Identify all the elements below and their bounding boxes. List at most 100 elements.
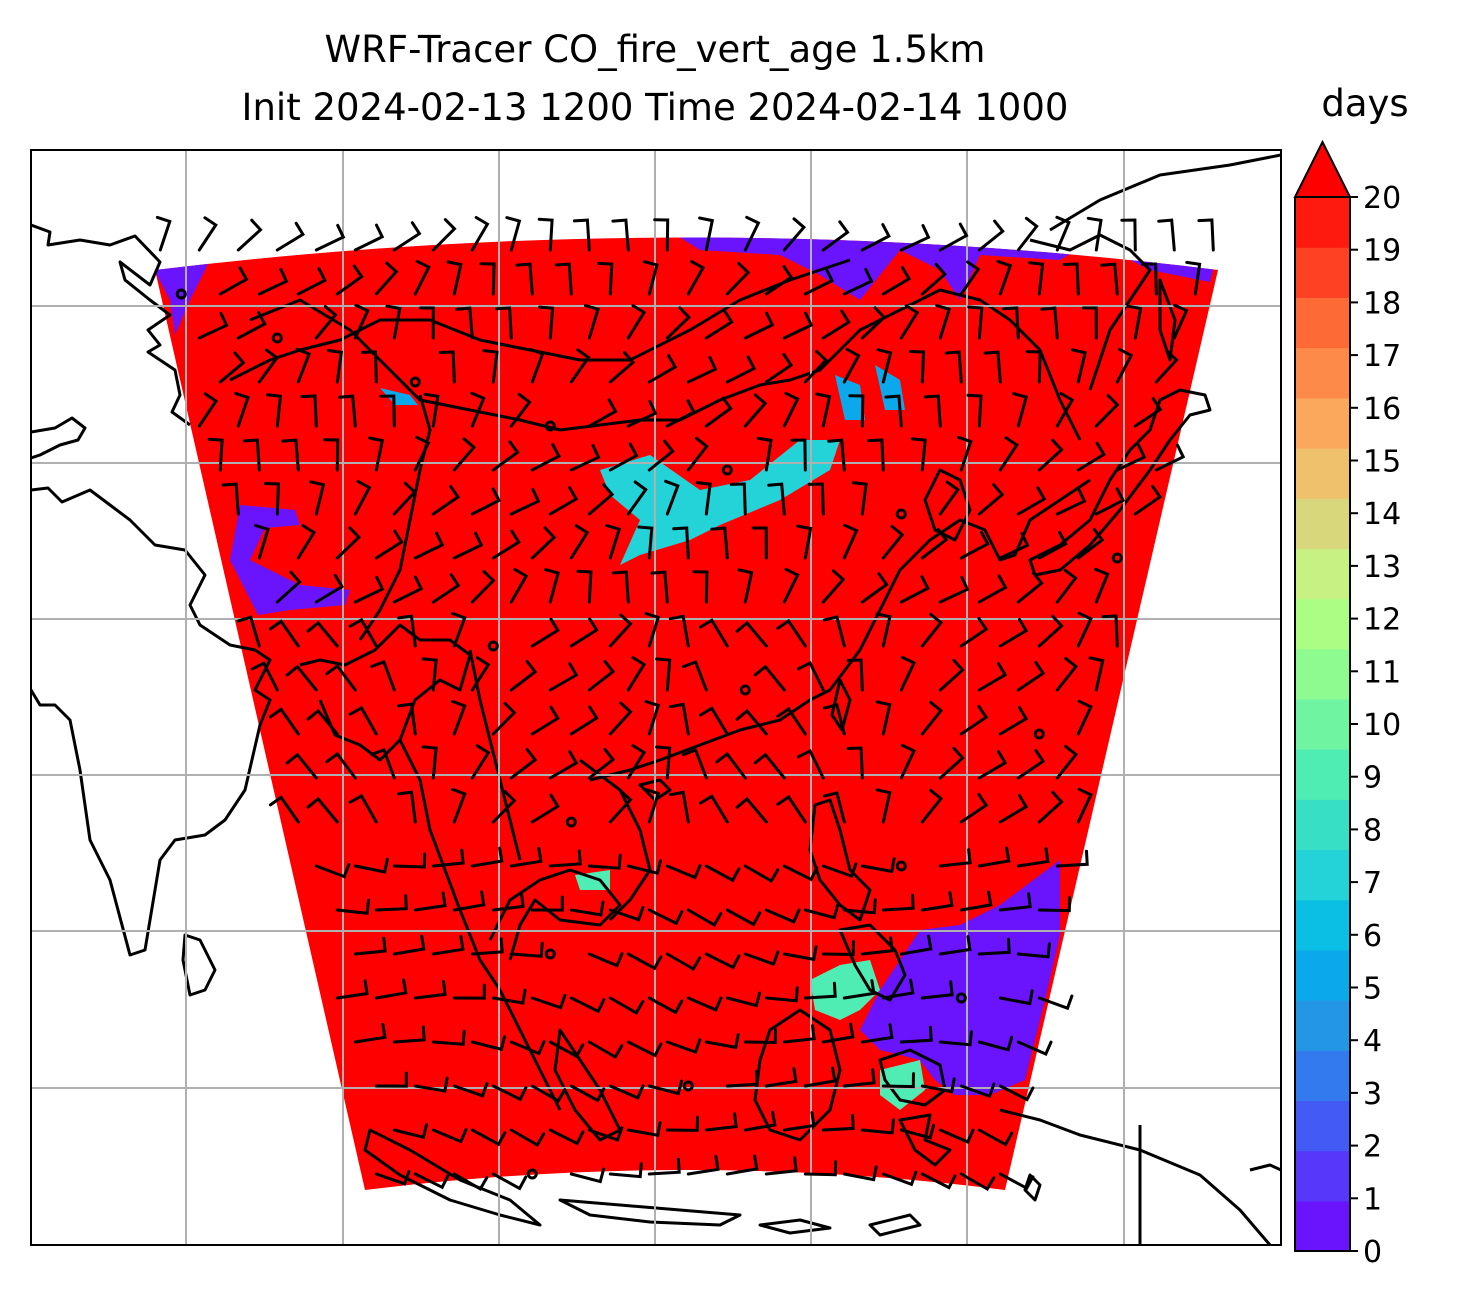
wind-barb xyxy=(509,392,532,428)
wind-barb xyxy=(782,311,814,340)
chart-title-line2: Init 2024-02-13 1200 Time 2024-02-14 100… xyxy=(241,86,1069,129)
wind-barb xyxy=(735,708,768,736)
wind-barb xyxy=(431,934,465,956)
wind-barb xyxy=(821,1022,855,1044)
wind-barb xyxy=(281,438,300,472)
wind-barb xyxy=(735,620,768,648)
wind-barb xyxy=(881,1170,918,1187)
wind-barb xyxy=(821,220,850,252)
coastline-inland-border3 xyxy=(358,394,432,641)
wind-barb xyxy=(587,1040,624,1060)
wind-barb xyxy=(756,436,773,472)
wind-barb xyxy=(803,267,835,296)
wind-barb xyxy=(587,1126,624,1142)
wind-barb xyxy=(725,1154,759,1176)
wind-barb xyxy=(899,575,930,604)
wind-barb xyxy=(530,443,561,472)
wind-barb xyxy=(725,261,751,296)
colorbar-tick-label: 20 xyxy=(1363,181,1401,216)
region-north-china-plume xyxy=(600,440,840,565)
wind-barb xyxy=(842,267,874,296)
wind-barb xyxy=(397,790,417,824)
wind-barb xyxy=(413,1172,450,1190)
wind-barb xyxy=(1101,614,1119,648)
wind-barb xyxy=(743,311,775,340)
colorbar-tick-label: 0 xyxy=(1363,1235,1382,1270)
wind-barb xyxy=(977,937,1011,956)
wind-barb xyxy=(842,523,859,560)
wind-barb xyxy=(681,660,708,692)
wind-barb xyxy=(353,303,370,340)
wind-barb-calm xyxy=(682,1080,694,1092)
wind-barb xyxy=(821,309,851,340)
wind-barb xyxy=(644,700,661,736)
wind-barb xyxy=(611,218,630,252)
wind-barb xyxy=(413,259,431,296)
wind-barb xyxy=(314,573,345,604)
wind-barb xyxy=(374,261,399,296)
wind-barb xyxy=(1016,942,1051,959)
wind-barb xyxy=(1016,571,1044,604)
wind-barb-calm xyxy=(526,1168,538,1180)
wind-barb-calm xyxy=(721,464,733,476)
wind-barb xyxy=(275,221,305,252)
wind-barb xyxy=(938,222,969,252)
wind-barb xyxy=(881,525,905,560)
colorbar-tick-label: 15 xyxy=(1363,445,1401,480)
wind-barb xyxy=(1037,790,1064,824)
wind-barb xyxy=(438,350,456,384)
wind-barb xyxy=(790,438,807,472)
wind-barb xyxy=(644,612,661,648)
wind-barb xyxy=(650,570,669,604)
wind-barb xyxy=(263,482,280,516)
wind-barb xyxy=(699,618,729,648)
wind-barb xyxy=(1055,488,1087,516)
wind-barb xyxy=(782,217,807,252)
wind-barb xyxy=(1055,744,1079,780)
wind-barb xyxy=(1040,306,1059,340)
wind-barb xyxy=(796,748,825,780)
wind-barb xyxy=(572,218,591,252)
wind-barb xyxy=(548,662,579,692)
wind-barb xyxy=(807,482,825,516)
region-pacific-east xyxy=(860,860,1060,1095)
wind-barb xyxy=(1157,218,1176,252)
wind-barb xyxy=(1076,699,1093,736)
wind-barb-calm xyxy=(544,420,556,432)
wind-barb xyxy=(353,936,387,956)
wind-barb xyxy=(664,479,680,516)
wind-barb xyxy=(306,708,339,736)
colorbar-tick-label: 14 xyxy=(1363,497,1401,532)
wind-barb xyxy=(455,306,474,340)
wind-barb-calm xyxy=(409,376,421,388)
wind-barb xyxy=(1002,306,1020,340)
wind-barb xyxy=(860,936,894,956)
wind-barb xyxy=(938,848,972,868)
wind-barb-calm xyxy=(544,948,556,960)
wind-barb xyxy=(608,905,645,922)
wind-barb-calm xyxy=(271,332,283,344)
wind-barb xyxy=(608,701,633,736)
wind-barb xyxy=(370,659,396,692)
colorbar-segment-10 xyxy=(1295,698,1350,750)
wind-barb xyxy=(1037,614,1064,648)
wind-barb xyxy=(470,656,491,692)
wind-barb xyxy=(998,1172,1035,1191)
wind-barb xyxy=(725,355,757,384)
wind-barb xyxy=(665,864,702,880)
wind-barb xyxy=(977,483,1005,516)
coastline-china-east xyxy=(828,478,1091,691)
wind-barb xyxy=(353,1022,387,1044)
wind-barb xyxy=(655,745,672,780)
wind-barb xyxy=(236,310,267,340)
wind-barb xyxy=(959,704,989,736)
wind-barb xyxy=(881,1072,915,1089)
wind-barb xyxy=(431,484,461,516)
wind-barb xyxy=(509,846,543,868)
wind-barb xyxy=(977,219,1005,252)
colorbar-segment-9 xyxy=(1295,749,1350,800)
wind-barb xyxy=(776,706,807,736)
wind-barb xyxy=(368,436,385,472)
wind-barb xyxy=(899,655,916,692)
wind-barb xyxy=(242,438,261,472)
